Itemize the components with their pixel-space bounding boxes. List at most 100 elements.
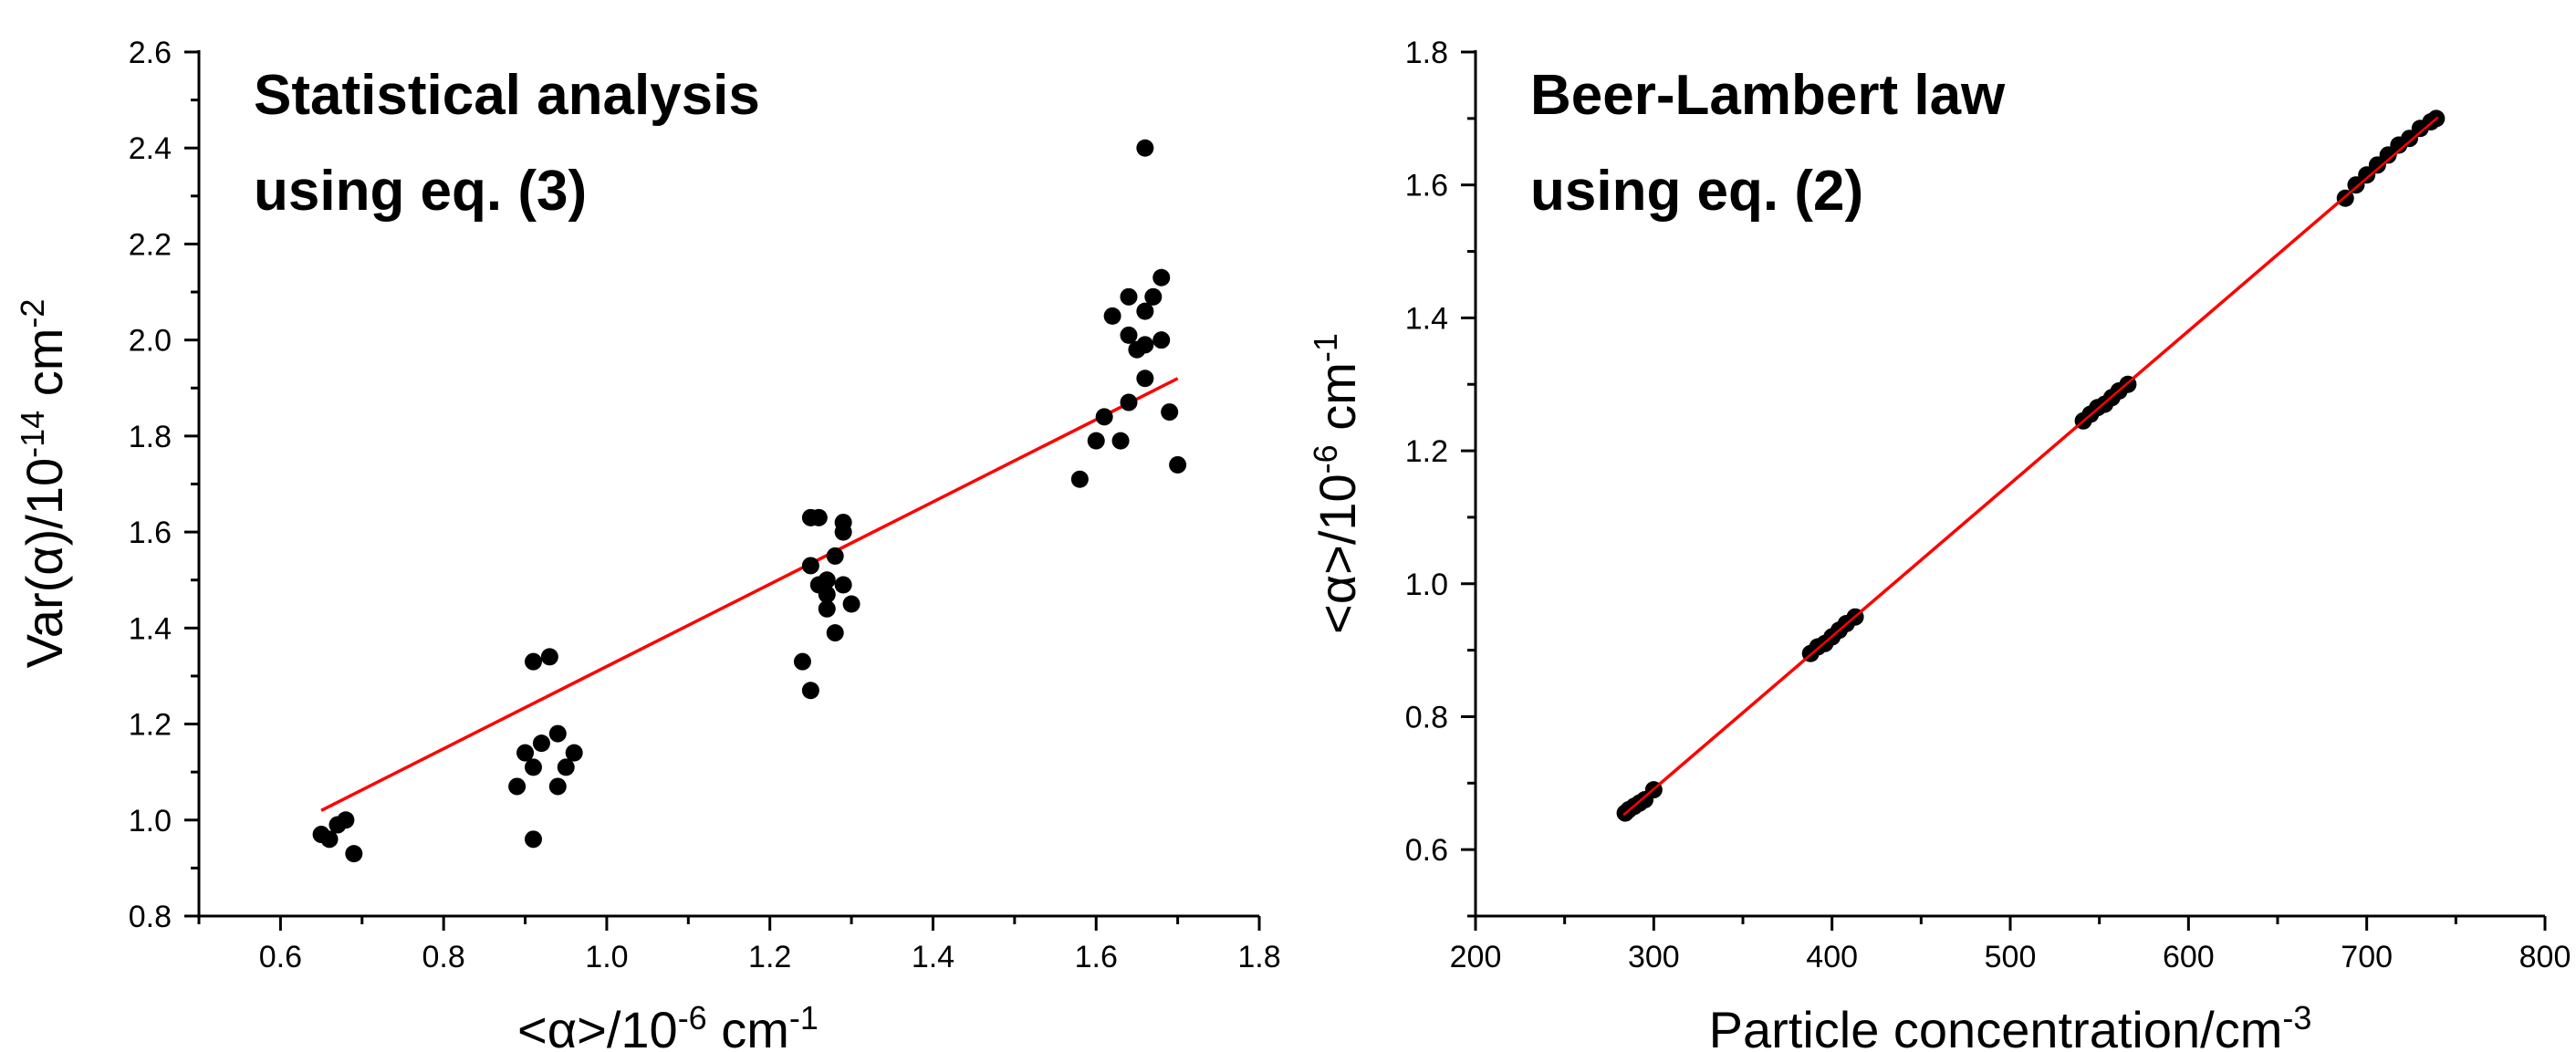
y-tick-label: 1.8	[1405, 36, 1448, 70]
data-point	[557, 758, 575, 776]
x-tick-label: 1.4	[912, 940, 954, 974]
x-tick-label: 0.6	[259, 940, 302, 974]
axis-label-exponent: -14	[14, 411, 51, 458]
panel-annotation: Statistical analysis	[254, 64, 760, 127]
y-tick-label: 1.8	[129, 420, 172, 454]
axis-label-alpha: α	[1309, 575, 1366, 604]
axis-label-exponent: -6	[1307, 444, 1344, 474]
data-point	[1136, 302, 1154, 320]
axis-label-text: <	[1309, 604, 1366, 634]
axis-label-unit-exponent: -1	[789, 999, 819, 1036]
axis-label-unit: cm	[1309, 362, 1366, 444]
data-point	[524, 830, 542, 849]
axis-label-exponent: -6	[678, 999, 707, 1036]
data-point	[842, 595, 860, 613]
axis-label-text: )/10	[16, 458, 73, 547]
data-point	[818, 599, 836, 618]
axis-label-alpha: α	[548, 1001, 577, 1052]
axis-label-text: >/10	[1309, 474, 1366, 575]
y-tick-label: 2.2	[129, 227, 172, 262]
data-point	[1120, 326, 1138, 344]
axis-label-alpha: α	[16, 546, 73, 575]
data-point	[801, 682, 819, 700]
data-point	[320, 830, 339, 849]
right-panel-beer-lambert: 0.6 0.8 1.0 1.2 1.4 1.6 1.8 200 300 400 500 600 700 8…	[1307, 36, 2571, 1052]
axis-label-unit-exponent: -3	[2282, 999, 2311, 1036]
data-point	[826, 624, 844, 642]
data-point	[1120, 287, 1138, 306]
x-tick-label: 400	[1806, 940, 1858, 974]
y-tick-label: 0.8	[129, 900, 172, 934]
data-point	[834, 514, 852, 532]
data-point	[1152, 268, 1171, 286]
axis-label-unit-exponent: -2	[14, 299, 51, 328]
axis-label-text: <	[517, 1001, 548, 1052]
data-point	[337, 811, 355, 829]
axis-label-unit: cm	[16, 328, 73, 411]
data-point	[1111, 432, 1130, 450]
x-tick-label: 1.0	[585, 940, 628, 974]
x-tick-label: 600	[2163, 940, 2215, 974]
data-point	[826, 547, 844, 565]
data-point	[1161, 403, 1179, 422]
data-point	[1120, 393, 1138, 411]
y-axis-label: <α>/10-6 cm-1	[1307, 333, 1367, 634]
data-point	[524, 758, 542, 776]
data-point	[540, 648, 558, 666]
y-tick-label: 1.6	[1405, 169, 1448, 203]
data-point	[1070, 470, 1089, 488]
data-point	[1152, 331, 1171, 349]
y-tick-label: 0.6	[1405, 833, 1448, 868]
axis-label-text: Var(	[16, 575, 73, 668]
y-tick-label: 2.0	[129, 324, 172, 359]
x-tick-label: 1.6	[1075, 940, 1118, 974]
axis-label-unit: cm	[707, 1001, 789, 1052]
data-point	[1136, 139, 1154, 157]
data-point	[532, 734, 550, 753]
y-tick-label: 1.0	[129, 804, 172, 838]
data-point	[1103, 307, 1121, 325]
y-tick-label: 2.6	[129, 36, 172, 70]
data-point	[834, 576, 852, 594]
axis-label-text: Particle concentration/cm	[1709, 1001, 2283, 1052]
panel-annotation: using eq. (3)	[254, 160, 587, 223]
data-point	[345, 845, 363, 863]
x-tick-label: 200	[1450, 940, 1502, 974]
y-tick-label: 1.2	[1405, 434, 1448, 469]
data-point	[516, 744, 535, 762]
axis-label-unit-exponent: -1	[1307, 333, 1344, 362]
data-point	[809, 508, 828, 526]
y-tick-label: 1.6	[129, 516, 172, 550]
x-tick-label: 800	[2519, 940, 2571, 974]
data-point	[1095, 408, 1113, 426]
data-point	[548, 724, 567, 743]
data-point	[565, 744, 583, 762]
x-tick-label: 700	[2341, 940, 2393, 974]
data-point	[548, 777, 567, 796]
data-point	[1087, 432, 1105, 450]
x-tick-label: 1.2	[748, 940, 791, 974]
data-point	[1144, 287, 1163, 306]
x-axis-label: Particle concentration/cm-3	[1709, 999, 2312, 1052]
data-point	[508, 777, 527, 796]
x-tick-label: 300	[1628, 940, 1680, 974]
data-point	[1136, 370, 1154, 388]
linear-fit-line	[320, 377, 1179, 812]
left-panel-var-vs-mean: 0.8 1.0 1.2 1.4 1.6 1.8 2.0 2.2 2.4 2.6 0.6 0.8 1.0 1…	[14, 36, 1281, 1052]
data-point	[818, 586, 836, 604]
data-point	[524, 652, 542, 671]
x-tick-label: 0.8	[422, 940, 465, 974]
x-axis-label: <α>/10-6 cm-1	[517, 999, 819, 1052]
data-point	[1136, 336, 1154, 354]
data-point	[793, 652, 811, 671]
data-point	[1169, 455, 1187, 474]
x-tick-label: 1.8	[1237, 940, 1280, 974]
data-point	[818, 571, 836, 589]
y-tick-label: 0.8	[1405, 700, 1448, 734]
linear-fit-line-overlay	[1622, 116, 2439, 817]
y-tick-label: 1.0	[1405, 568, 1448, 602]
panel-annotation: using eq. (2)	[1530, 160, 1863, 223]
x-tick-label: 500	[1985, 940, 2037, 974]
axis-label-text: >/10	[577, 1001, 678, 1052]
